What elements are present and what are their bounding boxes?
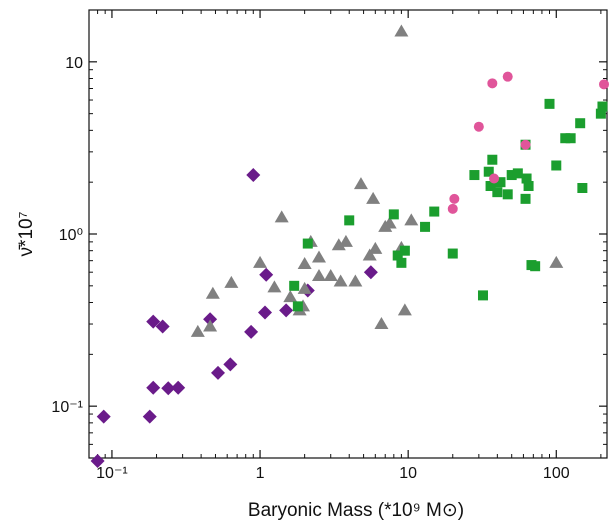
data-point-square (521, 173, 532, 184)
data-point-square (344, 215, 355, 226)
data-point-triangle (374, 317, 389, 330)
data-point-triangle (267, 280, 282, 293)
data-points (90, 24, 610, 469)
data-point-square (595, 108, 606, 119)
data-point-triangle (366, 191, 381, 204)
data-point-square (502, 189, 513, 200)
data-point-square (577, 183, 588, 194)
data-point-diamond (142, 409, 157, 424)
data-point-triangle (394, 24, 409, 37)
data-point-diamond (210, 365, 225, 380)
data-point-diamond (96, 409, 111, 424)
data-point-diamond (363, 265, 378, 280)
data-point-square (523, 181, 534, 192)
data-point-square (483, 166, 494, 177)
data-point-circle (520, 139, 531, 150)
y-tick-label: 10⁻¹ (51, 399, 83, 416)
data-point-triangle (549, 255, 564, 268)
data-point-square (292, 301, 303, 312)
data-point-square (560, 133, 571, 144)
data-point-square (597, 101, 608, 112)
data-point-circle (473, 121, 484, 132)
data-point-square (506, 170, 517, 181)
data-point-diamond (279, 303, 294, 318)
data-point-square (388, 209, 399, 220)
data-point-triangle (331, 238, 346, 251)
data-point-circle (489, 173, 500, 184)
data-point-triangle (382, 216, 397, 229)
data-point-triangle (253, 255, 268, 268)
y-tick-label: 10 (65, 55, 83, 72)
y-axis-label: ν̄*10⁷ (16, 211, 37, 256)
data-point-diamond (258, 305, 273, 320)
data-point-diamond (171, 380, 186, 395)
data-point-square (429, 206, 440, 217)
data-point-triangle (323, 269, 338, 282)
axis-ticks: 10⁻¹ 1 10 100 10⁻¹ 10⁰ 10 (51, 10, 607, 482)
data-point-triangle (205, 286, 220, 299)
data-point-circle (447, 203, 458, 214)
data-point-square (302, 238, 313, 249)
data-point-triangle (362, 248, 377, 261)
data-point-triangle (397, 303, 412, 316)
data-point-square (487, 154, 498, 165)
data-point-square (469, 170, 480, 181)
data-point-square (447, 248, 458, 259)
data-point-circle (502, 71, 513, 82)
data-point-diamond (259, 267, 274, 282)
data-point-triangle (203, 319, 218, 332)
data-point-square (289, 280, 300, 291)
data-point-square (512, 168, 523, 179)
data-point-triangle (311, 250, 326, 263)
data-point-square (492, 187, 503, 198)
data-point-diamond (146, 380, 161, 395)
data-point-diamond (223, 357, 238, 372)
data-point-square (520, 193, 531, 204)
data-point-square (392, 250, 403, 261)
data-point-diamond (161, 381, 176, 396)
data-point-triangle (338, 234, 353, 247)
data-point-triangle (333, 274, 348, 287)
data-point-triangle (283, 290, 298, 303)
data-point-square (495, 177, 506, 188)
x-tick-label: 1 (256, 465, 265, 482)
data-point-diamond (155, 319, 170, 334)
data-point-square (551, 160, 562, 171)
data-point-diamond (203, 312, 218, 327)
data-point-diamond (146, 314, 161, 329)
data-point-circle (487, 78, 498, 89)
data-point-triangle (404, 213, 419, 226)
data-point-square (396, 257, 407, 268)
data-point-diamond (246, 168, 261, 183)
data-point-triangle (297, 256, 312, 269)
data-point-square (485, 181, 496, 192)
data-point-triangle (274, 210, 289, 223)
data-point-triangle (353, 177, 368, 190)
data-point-square (575, 118, 586, 129)
data-point-triangle (190, 324, 205, 337)
x-axis-label: Baryonic Mass (*10⁹ M⊙) (248, 500, 464, 521)
data-point-circle (449, 193, 460, 204)
data-point-square (530, 261, 541, 272)
data-point-diamond (90, 454, 105, 469)
data-point-triangle (368, 241, 383, 254)
data-point-circle (599, 79, 610, 90)
data-point-triangle (297, 281, 312, 294)
y-tick-label: 10⁰ (59, 227, 83, 244)
data-point-triangle (224, 275, 239, 288)
data-point-square (565, 133, 576, 144)
x-tick-label: 100 (543, 465, 570, 482)
data-point-square (420, 221, 431, 232)
data-point-triangle (348, 274, 363, 287)
data-point-diamond (244, 324, 259, 339)
x-tick-label: 10⁻¹ (96, 465, 128, 482)
data-point-triangle (311, 269, 326, 282)
data-point-square (399, 245, 410, 256)
data-point-square (477, 290, 488, 301)
data-point-square (544, 98, 555, 109)
x-tick-label: 10 (399, 465, 417, 482)
